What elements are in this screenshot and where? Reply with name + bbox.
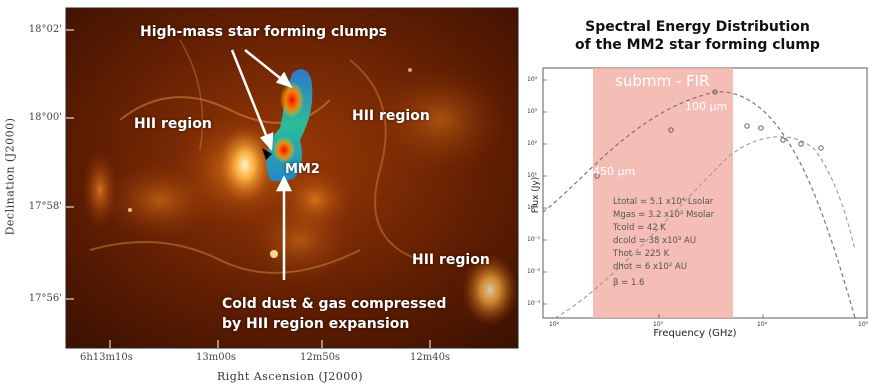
- hii-region-left-label: HII region: [134, 116, 212, 132]
- sed-y-tick: 10⁰: [527, 204, 538, 211]
- hot-component-curve: [554, 136, 856, 319]
- x-tick-2: 13m00s: [196, 352, 237, 363]
- sky-image-panel: Declination (J2000) 18°02' 18°00' 17°58'…: [3, 7, 519, 383]
- sed-y-axis-label: Flux (Jy): [531, 176, 541, 214]
- y-axis-label: Declination (J2000): [3, 117, 17, 236]
- sed-x-tick: 10³: [653, 321, 664, 328]
- sed-point: [712, 89, 718, 95]
- sed-x-axis-label: Frequency (GHz): [653, 328, 737, 339]
- sed-y-tick: 10⁻²: [527, 268, 541, 275]
- param-tcold: Tcold = 42 K: [613, 223, 666, 233]
- x-tick-3: 12m50s: [300, 352, 341, 363]
- y-tick-2: 18°00': [28, 112, 62, 123]
- param-ltotal: Ltotal = 5.1 x10⁴ Lsolar: [613, 197, 714, 207]
- marker-100-um: 100 μm: [685, 100, 728, 113]
- sed-y-tick: 10¹: [527, 172, 538, 179]
- sed-point: [798, 141, 804, 147]
- y-tick-4: 17°56': [28, 293, 62, 304]
- sed-x-tick: 10⁴: [757, 321, 768, 328]
- sed-panel: Spectral Energy Distribution of the MM2 …: [525, 0, 870, 388]
- hii-region-right-label: HII region: [352, 108, 430, 124]
- param-dhot: dhot = 6 x10² AU: [613, 262, 687, 272]
- sed-title-line2: of the MM2 star forming clump: [575, 37, 820, 53]
- x-tick-4: 12m40s: [410, 352, 451, 363]
- y-tick-1: 18°02': [28, 24, 62, 35]
- sed-plot: [542, 67, 868, 319]
- cold-dust-label-line1: Cold dust & gas compressed: [222, 296, 447, 312]
- arrow-to-upper-clump: [244, 49, 286, 83]
- param-beta: β = 1.6: [613, 278, 645, 288]
- sed-y-tick: 10³: [527, 108, 538, 115]
- param-mgas: Mgas = 3.2 x10² Msolar: [613, 210, 715, 220]
- marker-450-um: 450 μm: [593, 165, 636, 178]
- x-tick-1: 6h13m10s: [80, 352, 133, 363]
- param-dcold: dcold = 38 x10³ AU: [613, 236, 697, 246]
- arrow-to-lower-clump: [230, 49, 270, 141]
- sed-x-tick: 10⁵: [858, 321, 869, 328]
- sky-image: [65, 7, 519, 349]
- sed-x-tick: 10²: [549, 321, 560, 328]
- submm-fir-band: [593, 68, 733, 318]
- sed-y-tick: 10⁻¹: [527, 236, 541, 243]
- x-axis-label: Right Ascension (J2000): [216, 370, 364, 383]
- mm2-label: MM2: [285, 162, 320, 177]
- sed-point: [668, 127, 674, 133]
- sed-point: [780, 137, 786, 143]
- band-label: submm - FIR: [615, 72, 710, 90]
- sed-point: [744, 123, 750, 129]
- cold-dust-label-line2: by HII region expansion: [222, 316, 410, 332]
- clumps-label: High-mass star forming clumps: [140, 24, 388, 40]
- fit-parameters: Ltotal = 5.1 x10⁴ Lsolar Mgas = 3.2 x10²…: [613, 196, 714, 290]
- sed-title-line1: Spectral Energy Distribution: [585, 19, 810, 35]
- y-tick-3: 17°58': [28, 201, 62, 212]
- sed-y-tick: 10⁻³: [527, 300, 541, 307]
- sed-point: [594, 173, 600, 179]
- param-thot: Thot = 225 K: [613, 249, 670, 259]
- sed-y-tick: 10²: [527, 140, 538, 147]
- hii-region-lower-right-label: HII region: [412, 252, 490, 268]
- sed-y-tick: 10⁴: [527, 76, 538, 83]
- sed-point: [818, 145, 824, 151]
- cold-component-curve: [542, 91, 856, 319]
- sed-point: [758, 125, 764, 131]
